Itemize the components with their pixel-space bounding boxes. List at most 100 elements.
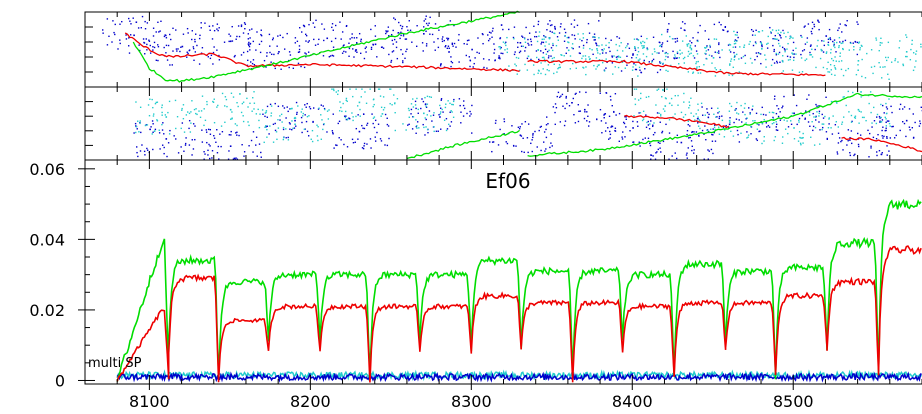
middle-point — [277, 119, 279, 121]
top-point — [706, 58, 708, 60]
middle-point — [184, 142, 187, 145]
middle-point — [793, 112, 795, 114]
middle-point — [527, 151, 529, 154]
middle-point — [293, 117, 296, 119]
middle-point — [253, 108, 255, 110]
top-point — [252, 59, 255, 61]
top-point — [782, 61, 784, 63]
top-point — [559, 66, 561, 69]
top-point — [533, 73, 535, 76]
top-point — [548, 43, 550, 45]
middle-point — [624, 136, 626, 138]
middle-point — [391, 104, 393, 106]
middle-point — [745, 122, 747, 124]
top-point — [783, 48, 786, 50]
middle-point — [345, 115, 347, 117]
top-point — [308, 23, 310, 26]
top-point — [693, 57, 696, 59]
top-point — [779, 35, 782, 37]
top-point — [486, 67, 488, 69]
top-point — [795, 53, 797, 55]
top-point — [744, 62, 747, 65]
middle-point — [230, 92, 233, 94]
middle-point — [808, 94, 810, 96]
top-point — [423, 20, 425, 22]
middle-point — [805, 110, 807, 112]
middle-point — [760, 113, 762, 116]
top-point — [778, 42, 780, 45]
top-point — [651, 60, 654, 62]
middle-point — [220, 125, 223, 127]
top-point — [675, 57, 678, 60]
middle-point — [460, 122, 462, 124]
top-point — [831, 57, 833, 60]
middle-point — [686, 152, 688, 154]
middle-point — [532, 134, 534, 136]
top-point — [760, 42, 762, 44]
middle-point — [768, 111, 771, 114]
top-point — [699, 24, 701, 27]
middle-point — [609, 130, 611, 133]
top-point — [252, 40, 255, 43]
top-point — [665, 69, 667, 72]
middle-point — [713, 113, 715, 115]
middle-point — [625, 118, 627, 120]
middle-point — [451, 103, 453, 106]
middle-point — [340, 139, 342, 141]
top-point — [898, 47, 900, 49]
top-point — [611, 55, 613, 57]
top-point — [632, 66, 634, 68]
middle-point — [728, 110, 731, 112]
top-point — [265, 66, 267, 68]
middle-point — [684, 113, 687, 116]
top-point — [390, 61, 392, 63]
top-point — [102, 32, 104, 34]
middle-point — [281, 121, 283, 123]
top-point — [857, 60, 860, 62]
middle-point — [173, 135, 175, 137]
top-point — [654, 50, 656, 53]
top-point — [394, 18, 396, 21]
top-point — [231, 25, 233, 28]
top-point — [437, 37, 439, 40]
middle-point — [797, 140, 800, 142]
top-point — [640, 42, 642, 45]
top-point — [640, 71, 643, 74]
middle-point — [213, 134, 215, 137]
middle-point — [773, 122, 775, 124]
middle-point — [661, 130, 664, 133]
middle-point — [380, 140, 383, 142]
top-point — [754, 34, 756, 36]
middle-point — [798, 117, 801, 120]
top-point — [345, 24, 348, 27]
top-point — [268, 33, 271, 36]
middle-point — [795, 104, 798, 107]
middle-point — [775, 126, 777, 128]
top-point — [694, 45, 697, 47]
middle-point — [886, 136, 888, 138]
top-point — [255, 49, 257, 51]
top-point — [830, 69, 832, 71]
top-point — [246, 50, 249, 53]
top-point — [894, 58, 897, 60]
middle-point — [317, 139, 319, 142]
middle-point — [437, 130, 439, 132]
top-point — [564, 35, 566, 37]
middle-point — [733, 121, 735, 124]
top-point — [736, 31, 738, 34]
middle-point — [420, 107, 422, 110]
top-point — [573, 19, 576, 21]
top-point — [750, 28, 753, 31]
middle-point — [905, 119, 908, 122]
middle-point — [139, 121, 141, 124]
top-point — [847, 67, 850, 70]
top-point — [692, 71, 695, 73]
top-point — [695, 62, 697, 65]
top-point — [489, 38, 491, 40]
top-point — [218, 27, 220, 29]
top-point — [734, 34, 737, 36]
top-point — [718, 42, 720, 44]
top-point — [544, 36, 546, 38]
middle-point — [372, 117, 375, 119]
top-point — [738, 58, 740, 60]
